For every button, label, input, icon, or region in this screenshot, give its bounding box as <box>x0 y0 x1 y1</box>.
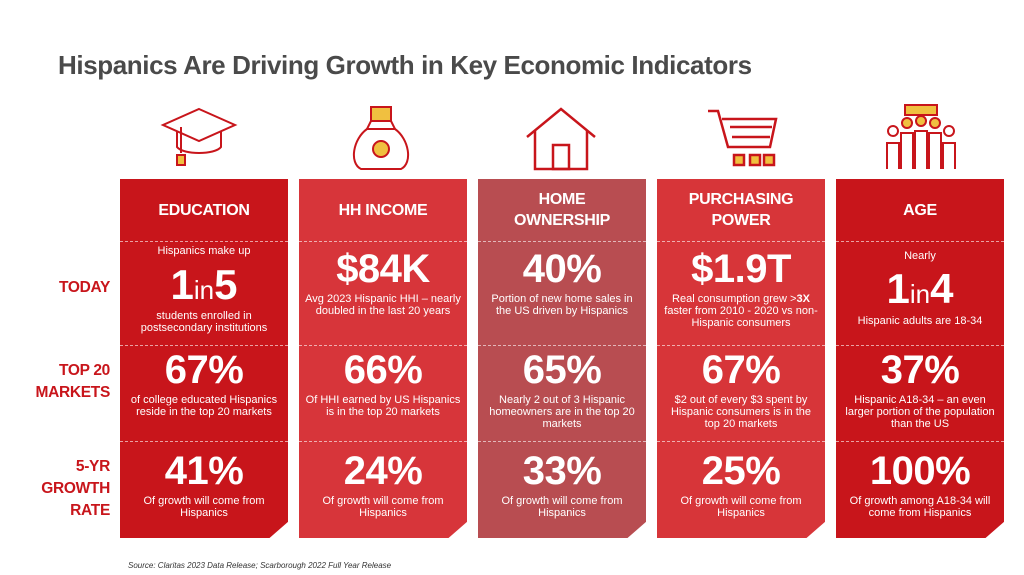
top20-desc: Hispanic A18-34 – an even larger portion… <box>845 394 995 430</box>
growth-desc: Of growth among A18-34 will come from Hi… <box>849 495 991 519</box>
top20-value: 67% <box>701 348 781 392</box>
today-ratio: 1in5 <box>170 261 238 308</box>
top20-value: 37% <box>880 348 960 392</box>
today-desc: students enrolled in postsecondary insti… <box>140 310 268 334</box>
money-bag-icon <box>341 103 421 175</box>
today-desc: Hispanic adults are 18-34 <box>857 315 983 327</box>
today-desc: Real consumption grew >3X faster from 20… <box>664 293 818 329</box>
top20-desc: of college educated Hispanics reside in … <box>130 394 278 418</box>
today-desc: Avg 2023 Hispanic HHI – nearly doubled i… <box>305 293 461 317</box>
row-label-growth: 5-YR GROWTH RATE <box>41 458 110 519</box>
top20-value: 67% <box>164 348 244 392</box>
today-pre: Nearly <box>904 250 936 262</box>
row-label-top20: TOP 20 MARKETS <box>35 362 110 401</box>
column-header: HOME OWNERSHIP <box>514 191 610 229</box>
growth-value: 24% <box>343 449 423 493</box>
growth-value: 33% <box>522 449 602 493</box>
today-ratio: 1in4 <box>886 265 954 312</box>
page-title: Hispanics Are Driving Growth in Key Econ… <box>58 50 752 80</box>
row-label-today: TODAY <box>58 279 110 296</box>
column-age: AGE Nearly 1in4 Hispanic adults are 18-3… <box>836 179 1004 538</box>
column-home-ownership: HOME OWNERSHIP 40% Portion of new home s… <box>478 179 646 538</box>
house-icon <box>521 103 601 175</box>
top20-value: 66% <box>343 348 423 392</box>
column-hh-income: HH INCOME $84K Avg 2023 Hispanic HHI – n… <box>299 179 467 538</box>
growth-value: 25% <box>701 449 781 493</box>
column-education: EDUCATION Hispanics make up 1in5 student… <box>120 179 288 538</box>
growth-value: 41% <box>164 449 244 493</box>
growth-desc: Of growth will come from Hispanics <box>680 495 802 519</box>
source-note: Source: Claritas 2023 Data Release; Scar… <box>128 561 392 570</box>
top20-desc: $2 out of every $3 spent by Hispanic con… <box>670 394 811 430</box>
column-header: AGE <box>903 201 937 219</box>
growth-desc: Of growth will come from Hispanics <box>143 495 265 519</box>
top20-desc: Of HHI earned by US Hispanics is in the … <box>305 394 461 418</box>
shopping-cart-icon <box>702 103 782 175</box>
graduation-cap-icon <box>159 103 239 175</box>
today-pre: Hispanics make up <box>157 245 251 257</box>
growth-desc: Of growth will come from Hispanics <box>322 495 444 519</box>
today-value: $1.9T <box>691 247 791 291</box>
column-header: EDUCATION <box>158 201 250 219</box>
growth-desc: Of growth will come from Hispanics <box>501 495 623 519</box>
people-group-icon <box>881 103 961 175</box>
today-value: 40% <box>522 247 602 291</box>
top20-desc: Nearly 2 out of 3 Hispanic homeowners ar… <box>489 394 635 430</box>
today-value: $84K <box>336 247 430 291</box>
top20-value: 65% <box>522 348 602 392</box>
column-purchasing-power: PURCHASING POWER $1.9T Real consumption … <box>657 179 825 538</box>
growth-value: 100% <box>869 449 971 493</box>
column-header: HH INCOME <box>338 201 428 219</box>
today-desc: Portion of new home sales in the US driv… <box>491 293 633 317</box>
column-header: PURCHASING POWER <box>688 191 794 229</box>
